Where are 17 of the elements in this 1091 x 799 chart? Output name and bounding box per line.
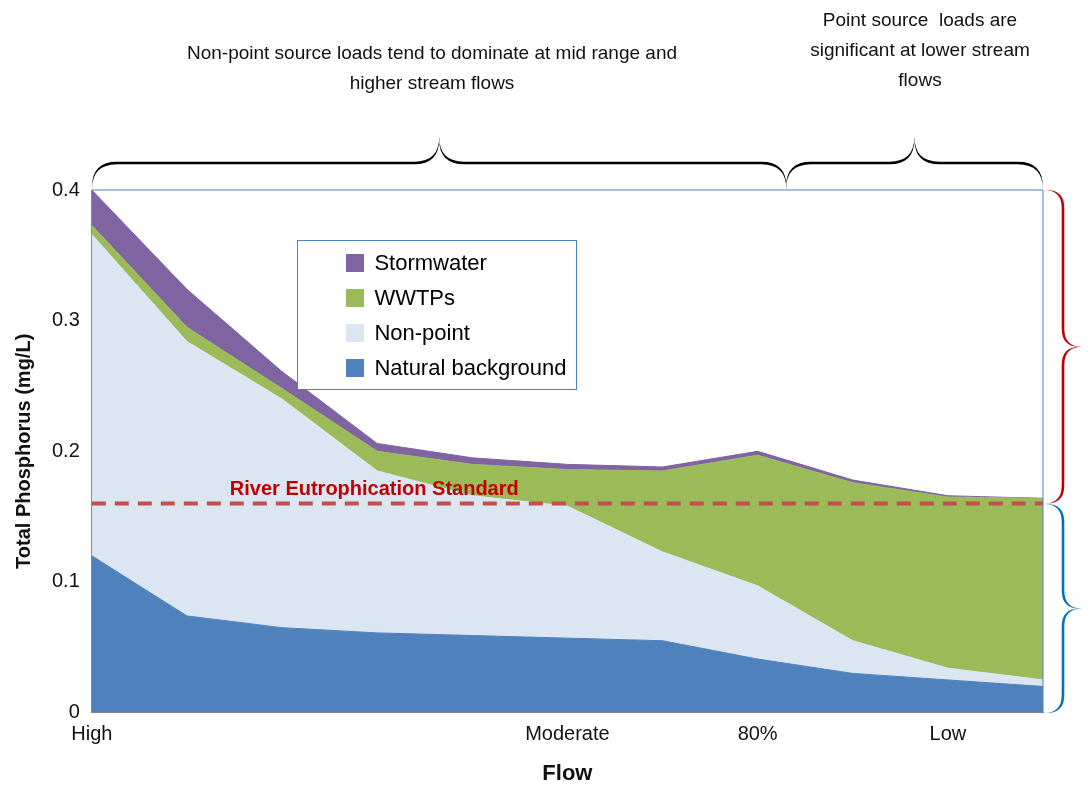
legend-label: Stormwater: [374, 249, 487, 276]
y-tick-label: 0: [68, 700, 80, 723]
text: Non-point source loads tend to dominate at mid range and higher stream flows: [185, 41, 679, 95]
x-tick-label: High: [71, 722, 113, 745]
x-tick-label: Low: [929, 722, 967, 745]
x-tick-label: Moderate: [525, 722, 610, 745]
text: Point source loads are significant at lower stream flows: [809, 8, 1031, 92]
legend-label: Natural background: [374, 354, 567, 381]
legend-label: WWTPs: [374, 284, 456, 311]
x-axis-title: Flow: [542, 759, 594, 785]
y-tick-label: 0.2: [51, 438, 80, 461]
legend-label: Non-point: [374, 319, 470, 346]
y-tick-label: 0.1: [51, 569, 80, 592]
x-tick-label: 80%: [737, 722, 778, 745]
y-tick-label: 0.3: [51, 308, 80, 331]
y-tick-label: 0.4: [51, 177, 80, 200]
y-axis-title: Total Phosphorus (mg/L): [11, 333, 34, 569]
